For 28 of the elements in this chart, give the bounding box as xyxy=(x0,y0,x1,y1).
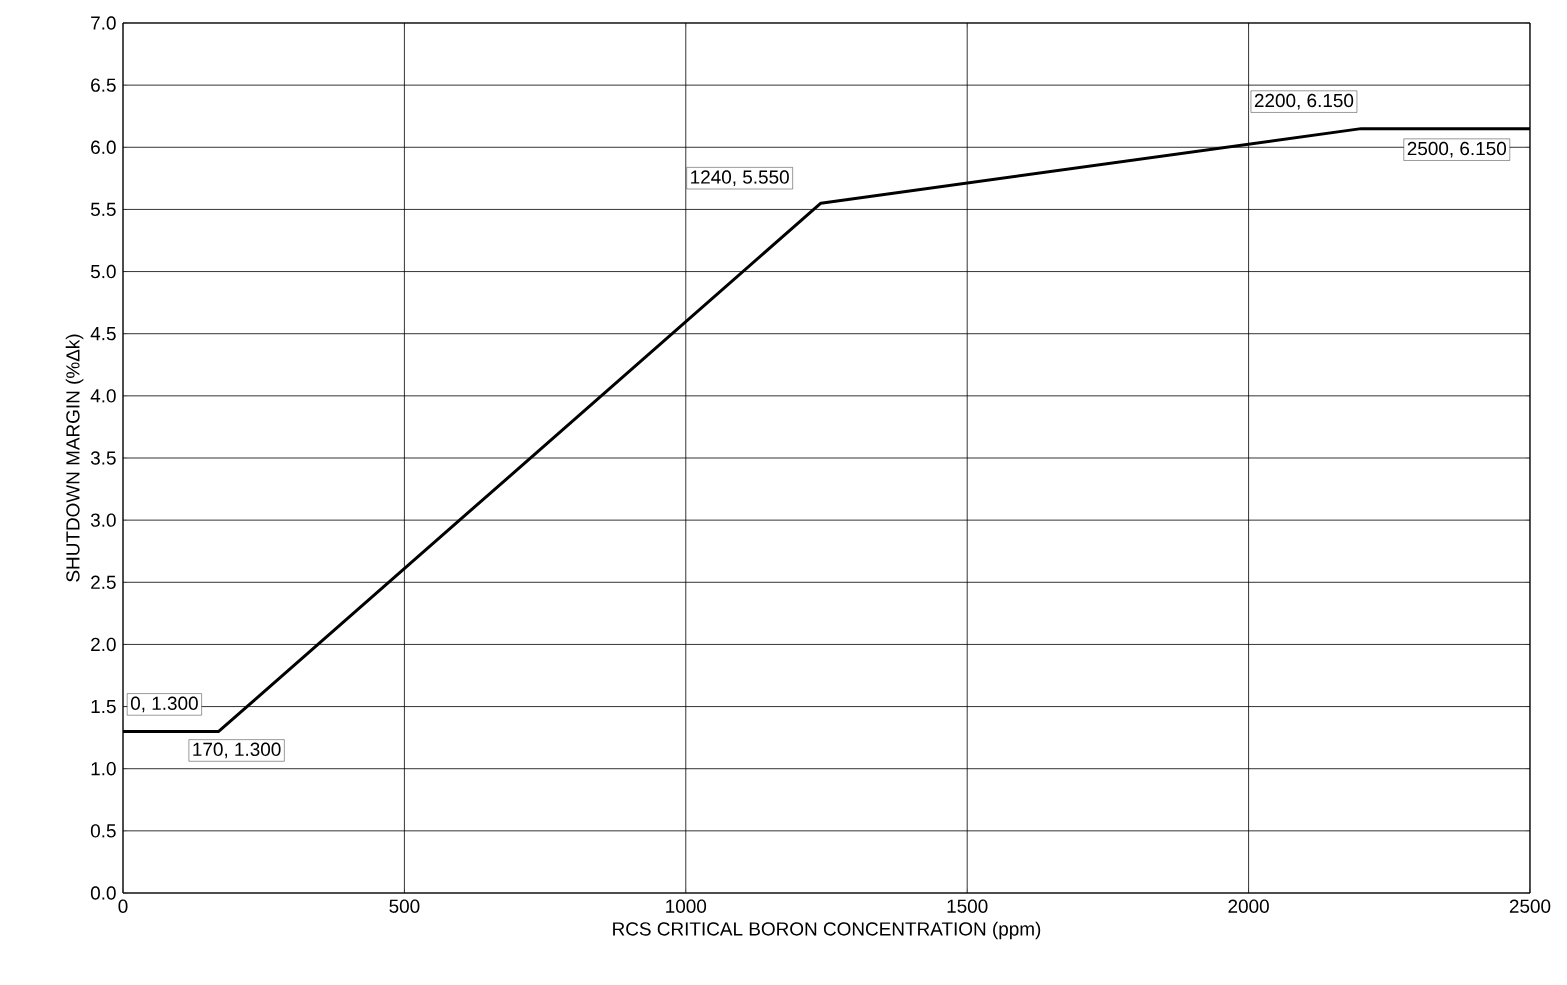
y-tick-label: 3.0 xyxy=(90,513,116,527)
y-tick-label: 3.5 xyxy=(90,451,116,465)
x-tick-label: 2000 xyxy=(1228,899,1269,913)
annotation: 1240, 5.550 xyxy=(691,170,789,187)
x-tick-label: 2500 xyxy=(1509,899,1551,913)
y-tick-label: 5.0 xyxy=(90,264,116,279)
y-tick-label: 5.5 xyxy=(90,202,116,217)
x-axis-title: RCS CRITICAL BORON CONCENTRATION (ppm) xyxy=(613,921,1041,940)
y-tick-label: 4.0 xyxy=(90,389,116,403)
y-tick-label: 0.5 xyxy=(90,824,116,838)
x-tick-label: 1000 xyxy=(666,899,707,913)
y-tick-label: 1.5 xyxy=(91,699,116,714)
y-tick-label: 4.5 xyxy=(90,327,116,341)
x-tick-label: 1500 xyxy=(947,899,988,913)
y-tick-label: 6.0 xyxy=(91,140,116,154)
y-tick-label: 6.5 xyxy=(91,78,116,92)
y-tick-label: 0.0 xyxy=(90,886,116,900)
y-tick-label: 2.5 xyxy=(91,575,116,589)
annotation: 2500, 6.150 xyxy=(1407,141,1506,158)
y-tick-label: 2.0 xyxy=(91,637,116,652)
annotation: 0, 1.300 xyxy=(130,696,198,713)
x-tick-label: 0 xyxy=(118,899,128,913)
y-tick-label: 1.0 xyxy=(91,762,116,776)
annotation: 2200, 6.150 xyxy=(1254,93,1354,110)
y-axis-title: SHUTDOWN MARGIN (%Δk) xyxy=(65,334,84,582)
y-tick-label: 7.0 xyxy=(91,16,116,30)
annotation: 170, 1.300 xyxy=(193,742,281,759)
x-tick-label: 500 xyxy=(389,899,420,913)
